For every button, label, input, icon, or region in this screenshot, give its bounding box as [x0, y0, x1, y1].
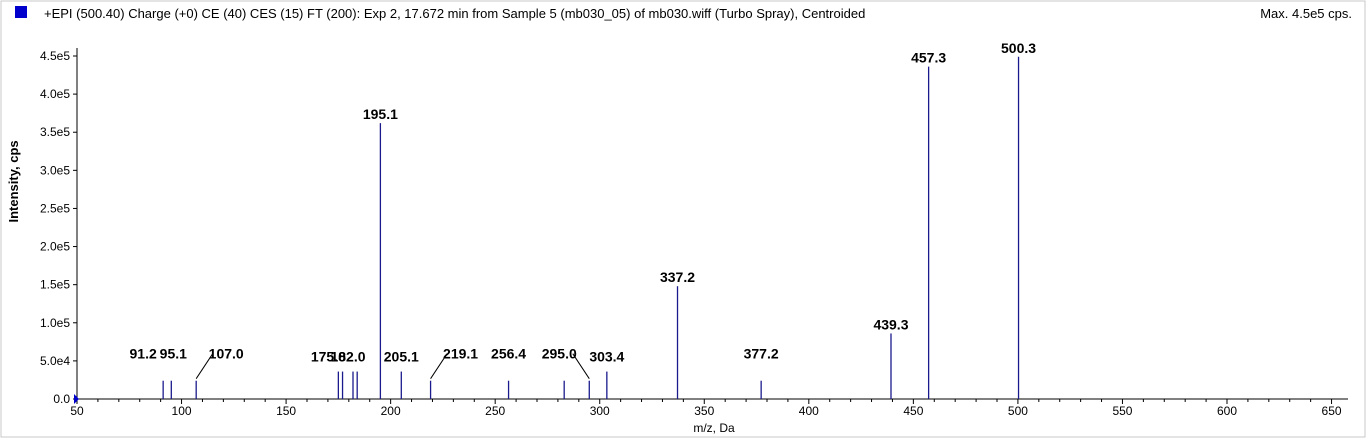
y-tick-label: 3.0e5: [40, 163, 70, 177]
x-tick-label: 300: [590, 404, 610, 418]
y-tick-label: 1.5e5: [40, 278, 70, 292]
series-color-swatch: [15, 6, 27, 18]
peak-label: 91.2: [130, 346, 157, 362]
peak-label-leader: [430, 353, 448, 379]
peak-label: 182.0: [330, 349, 365, 365]
peak-label: 439.3: [873, 316, 908, 332]
x-tick-label: 500: [1008, 404, 1028, 418]
x-tick-label: 600: [1217, 404, 1237, 418]
x-tick-label: 550: [1112, 404, 1132, 418]
peak-label: 175.0: [311, 349, 346, 365]
x-tick-label: 650: [1322, 404, 1342, 418]
peak-label-leader: [572, 353, 590, 379]
y-tick-label: 3.5e5: [40, 125, 70, 139]
x-tick-label: 350: [694, 404, 714, 418]
peak-label: 107.0: [209, 346, 244, 362]
peak-label: 219.1: [443, 346, 478, 362]
y-tick-label: 4.0e5: [40, 87, 70, 101]
y-tick-label: 2.0e5: [40, 240, 70, 254]
peak-label: 457.3: [911, 50, 946, 66]
x-tick-label: 50: [70, 404, 84, 418]
x-tick-label: 150: [276, 404, 296, 418]
peak-label: 500.3: [1001, 40, 1036, 56]
x-axis-label: m/z, Da: [693, 421, 735, 435]
peak-label: 95.1: [160, 346, 187, 362]
max-intensity-label: Max. 4.5e5 cps.: [1260, 6, 1352, 21]
x-tick-label: 250: [485, 404, 505, 418]
y-tick-label: 2.5e5: [40, 201, 70, 215]
peak-label: 303.4: [589, 349, 624, 365]
spectrum-title: +EPI (500.40) Charge (+0) CE (40) CES (1…: [44, 6, 866, 21]
peak-label: 256.4: [491, 346, 526, 362]
peak-label-leader: [195, 353, 214, 379]
y-tick-label: 1.0e5: [40, 316, 70, 330]
y-tick-label: 4.5e5: [40, 49, 70, 63]
peak-label: 295.0: [542, 346, 577, 362]
peak-label: 195.1: [363, 106, 398, 122]
x-tick-label: 200: [381, 404, 401, 418]
x-tick-label: 100: [172, 404, 192, 418]
y-tick-label: 5.0e4: [40, 354, 70, 368]
x-tick-label: 450: [903, 404, 923, 418]
axis-start-marker: [74, 394, 79, 404]
peak-label: 377.2: [744, 346, 779, 362]
y-tick-label: 0.0: [53, 392, 70, 406]
peak-label: 337.2: [660, 269, 695, 285]
peak-label: 205.1: [384, 349, 419, 365]
x-tick-label: 400: [799, 404, 819, 418]
